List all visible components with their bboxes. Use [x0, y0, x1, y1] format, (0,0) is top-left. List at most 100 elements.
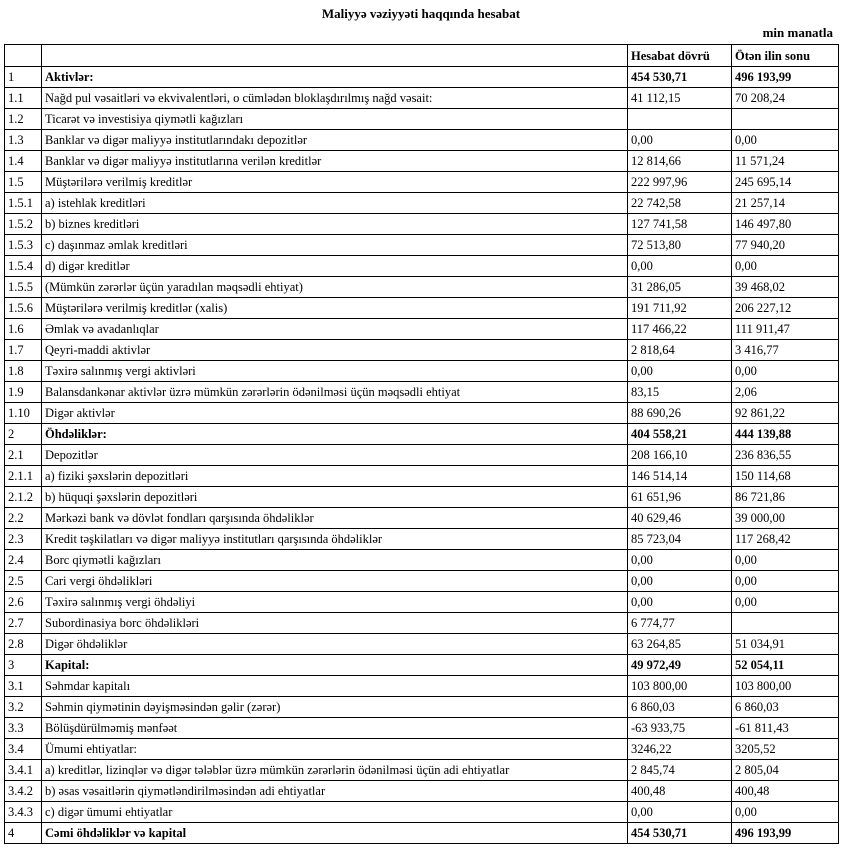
previous-year-value: 496 193,99	[731, 822, 839, 844]
table-row: 2 Öhdəliklər: 404 558,21 444 139,88	[4, 423, 839, 445]
table-row: 1 Aktivlər: 454 530,71 496 193,99	[4, 66, 839, 88]
previous-year-value: 444 139,88	[731, 423, 839, 445]
row-label: Ticarət və investisiya qiymətli kağızlar…	[41, 108, 628, 130]
row-number: 1.6	[4, 318, 42, 340]
row-number: 1.5.6	[4, 297, 42, 319]
previous-year-value: 206 227,12	[731, 297, 839, 319]
row-number: 1.4	[4, 150, 42, 172]
row-label: Kapital:	[41, 654, 628, 676]
current-period-value: 222 997,96	[627, 171, 732, 193]
row-label: Aktivlər:	[41, 66, 628, 88]
current-period-value: 6 860,03	[627, 696, 732, 718]
table-row: 2.1 Depozitlər 208 166,10 236 836,55	[4, 444, 839, 466]
current-period-value: 454 530,71	[627, 822, 732, 844]
row-label: a) fiziki şəxslərin depozitləri	[41, 465, 628, 487]
current-period-value: 31 286,05	[627, 276, 732, 298]
row-label: Kredit təşkilatları və digər maliyyə ins…	[41, 528, 628, 550]
previous-year-value: 146 497,80	[731, 213, 839, 235]
row-label: Müştərilərə verilmiş kreditlər	[41, 171, 628, 193]
row-number: 1	[4, 66, 42, 88]
previous-year-value: 0,00	[731, 360, 839, 382]
row-number: 1.8	[4, 360, 42, 382]
current-period-value	[627, 108, 732, 130]
row-label: Banklar və digər maliyyə institutlarında…	[41, 129, 628, 151]
row-number: 3.4.3	[4, 801, 42, 823]
current-period-value: 404 558,21	[627, 423, 732, 445]
current-period-value: 88 690,26	[627, 402, 732, 424]
current-period-value: 6 774,77	[627, 612, 732, 634]
row-label: a) istehlak kreditləri	[41, 192, 628, 214]
table-row: 1.5.2 b) biznes kreditləri 127 741,58 146 4…	[4, 213, 839, 235]
previous-year-value: 11 571,24	[731, 150, 839, 172]
row-number: 1.3	[4, 129, 42, 151]
row-label: b) hüquqi şəxslərin depozitləri	[41, 486, 628, 508]
previous-year-value: 0,00	[731, 801, 839, 823]
current-period-value: 117 466,22	[627, 318, 732, 340]
unit-label: min manatla	[762, 25, 833, 40]
table-row: 1.5.5 (Mümkün zərərlər üçün yaradılan məq…	[4, 276, 839, 298]
previous-year-value: 236 836,55	[731, 444, 839, 466]
row-number: 1.1	[4, 87, 42, 109]
row-number: 1.5.3	[4, 234, 42, 256]
table-row: 1.5.4 d) digər kreditlər 0,00 0,00	[4, 255, 839, 277]
previous-year-value: 2 805,04	[731, 759, 839, 781]
table-row: 1.5.3 c) daşınmaz əmlak kreditləri 72 513,…	[4, 234, 839, 256]
table-row: 3.1 Səhmdar kapitalı 103 800,00 103 800,00	[4, 675, 839, 697]
current-period-value: 0,00	[627, 801, 732, 823]
previous-year-value: 0,00	[731, 570, 839, 592]
previous-year-value: -61 811,43	[731, 717, 839, 739]
header-label	[41, 44, 628, 67]
previous-year-value: 70 208,24	[731, 87, 839, 109]
current-period-value: 72 513,80	[627, 234, 732, 256]
row-label: Balansdankənar aktivlər üzrə mümkün zərə…	[41, 381, 628, 403]
table-row: 2.6 Təxirə salınmış vergi öhdəliyi 0,00 0,0…	[4, 591, 839, 613]
previous-year-value: 77 940,20	[731, 234, 839, 256]
current-period-value: 83,15	[627, 381, 732, 403]
table-row: 3.4.2 b) əsas vəsaitlərin qiymətləndirilm…	[4, 780, 839, 802]
row-number: 1.5	[4, 171, 42, 193]
row-label: Əmlak və avadanlıqlar	[41, 318, 628, 340]
current-period-value: 208 166,10	[627, 444, 732, 466]
table-row: 3.4.1 a) kreditlər, lizinqlər və digər tə…	[4, 759, 839, 781]
current-period-value: 0,00	[627, 360, 732, 382]
previous-year-value: 111 911,47	[731, 318, 839, 340]
row-label: c) digər ümumi ehtiyatlar	[41, 801, 628, 823]
table-row: 3 Kapital: 49 972,49 52 054,11	[4, 654, 839, 676]
table-row: 1.10 Digər aktivlər 88 690,26 92 861,22	[4, 402, 839, 424]
row-number: 3	[4, 654, 42, 676]
row-number: 3.1	[4, 675, 42, 697]
table-row: 2.4 Borc qiymətli kağızları 0,00 0,00	[4, 549, 839, 571]
previous-year-value: 52 054,11	[731, 654, 839, 676]
table-row: 1.6 Əmlak və avadanlıqlar 117 466,22 111 91…	[4, 318, 839, 340]
row-label: Təxirə salınmış vergi öhdəliyi	[41, 591, 628, 613]
table-row: 1.4 Banklar və digər maliyyə institutları…	[4, 150, 839, 172]
current-period-value: 103 800,00	[627, 675, 732, 697]
row-label: Səhmdar kapitalı	[41, 675, 628, 697]
current-period-value: 49 972,49	[627, 654, 732, 676]
row-number: 1.10	[4, 402, 42, 424]
row-number: 2.6	[4, 591, 42, 613]
row-label: Mərkəzi bank və dövlət fondları qarşısın…	[41, 507, 628, 529]
row-label: Bölüşdürülməmiş mənfəət	[41, 717, 628, 739]
previous-year-value: 117 268,42	[731, 528, 839, 550]
row-number: 4	[4, 822, 42, 844]
previous-year-value: 496 193,99	[731, 66, 839, 88]
current-period-value: 85 723,04	[627, 528, 732, 550]
row-number: 1.5.1	[4, 192, 42, 214]
table-row: 1.9 Balansdankənar aktivlər üzrə mümkün z…	[4, 381, 839, 403]
table-row: 2.3 Kredit təşkilatları və digər maliyyə …	[4, 528, 839, 550]
current-period-value: 127 741,58	[627, 213, 732, 235]
current-period-value: 0,00	[627, 129, 732, 151]
row-label: Depozitlər	[41, 444, 628, 466]
row-label: c) daşınmaz əmlak kreditləri	[41, 234, 628, 256]
previous-year-value: 39 468,02	[731, 276, 839, 298]
table-row: 2.2 Mərkəzi bank və dövlət fondları qarşı…	[4, 507, 839, 529]
previous-year-value: 0,00	[731, 129, 839, 151]
table-row: 3.2 Səhmin qiymətinin dəyişməsindən gəlir…	[4, 696, 839, 718]
table-row: 3.3 Bölüşdürülməmiş mənfəət -63 933,75 -61 …	[4, 717, 839, 739]
row-label: Səhmin qiymətinin dəyişməsindən gəlir (z…	[41, 696, 628, 718]
row-label: d) digər kreditlər	[41, 255, 628, 277]
header-row: Hesabat dövrü Ötən ilin sonu	[4, 44, 839, 67]
current-period-value: 2 818,64	[627, 339, 732, 361]
report-title: Maliyyə vəziyyəti haqqında hesabat	[321, 6, 521, 21]
